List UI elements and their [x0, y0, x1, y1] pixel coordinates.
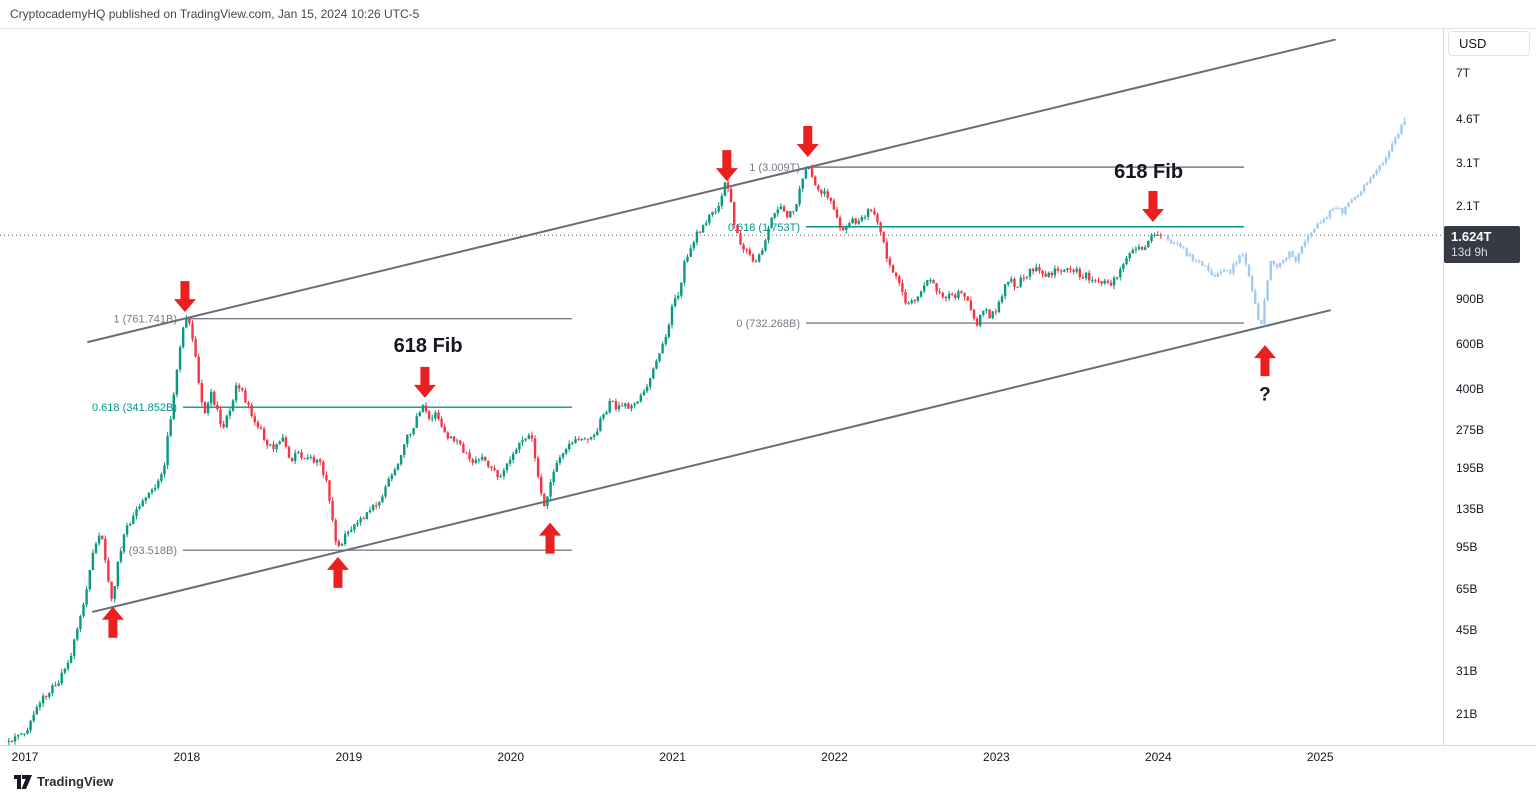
price-axis-label: 400B [1456, 381, 1485, 396]
price-axis-label: 275B [1456, 423, 1485, 438]
fib-level-label: 0.618 (341.852B) [92, 402, 177, 414]
price-axis-label: 135B [1456, 501, 1485, 516]
current-price-value: 1.624T [1451, 229, 1492, 244]
lower-channel-line[interactable] [91, 309, 1331, 613]
price-axis-label: 65B [1456, 582, 1478, 597]
time-axis-label: 2021 [659, 750, 686, 764]
candlestick-series [7, 164, 1163, 745]
upper-channel-line[interactable] [87, 38, 1336, 343]
tradingview-logo-text[interactable]: TradingView [37, 774, 114, 789]
fib-level-label: 0 (93.518B) [120, 545, 177, 557]
price-countdown: 13d 9h [1451, 245, 1488, 259]
fib-level-label: 0.618 (1.753T) [728, 222, 800, 234]
attribution: CryptocademyHQ published on TradingView.… [0, 0, 1536, 29]
fib-retracement-1[interactable]: 1 (761.741B) 0.618 (341.852B) 0 (93.518B) [92, 314, 572, 557]
text-annotation[interactable]: ? [1259, 385, 1271, 406]
price-axis-label: 21B [1456, 707, 1478, 722]
time-axis-label: 2022 [821, 750, 848, 764]
time-axis-label: 2018 [173, 750, 201, 764]
down-arrow-annotation[interactable] [715, 150, 738, 182]
down-arrow-annotation[interactable] [796, 125, 819, 157]
down-arrow-annotation[interactable] [1141, 191, 1164, 223]
tradingview-logo-icon[interactable] [14, 774, 32, 789]
text-annotation[interactable]: 618 Fib [394, 335, 463, 357]
price-axis-label: 2.1T [1456, 198, 1481, 213]
price-axis-label: 3.1T [1456, 155, 1481, 170]
footer: TradingView [0, 768, 1536, 795]
currency-button[interactable]: USD [1448, 31, 1530, 56]
price-axis-label: 195B [1456, 461, 1485, 476]
price-axis-label: 95B [1456, 540, 1478, 555]
current-price-badge: 1.624T 13d 9h [1444, 226, 1520, 263]
chart-plot[interactable]: 1 (761.741B)0.618 (341.852B)0 (93.518B)1… [0, 29, 1443, 745]
time-axis-label: 2017 [11, 750, 39, 764]
fib-level-label: 1 (761.741B) [113, 314, 177, 326]
down-arrow-annotation[interactable] [173, 281, 196, 313]
time-axis[interactable]: 2017 2018 2019 2020 2021 2022 2023 2024 2025 [0, 745, 1536, 769]
up-arrow-annotation[interactable] [101, 606, 124, 638]
price-axis-label: 600B [1456, 337, 1485, 352]
price-axis-label: 31B [1456, 664, 1478, 679]
up-arrow-annotation[interactable] [1253, 345, 1276, 377]
up-arrow-annotation[interactable] [326, 556, 349, 588]
fib-retracement-2[interactable]: 1 (3.009T) 0.618 (1.753T) 0 (732.268B) [728, 162, 1244, 330]
up-arrow-annotation[interactable] [539, 522, 562, 554]
down-arrow-annotation[interactable] [413, 366, 436, 398]
time-axis-label: 2024 [1144, 750, 1172, 764]
plot-area[interactable]: 1 (761.741B)0.618 (341.852B)0 (93.518B)1… [0, 38, 1443, 745]
fib-level-label: 0 (732.268B) [736, 318, 800, 330]
time-axis-label: 2020 [497, 750, 525, 764]
text-annotation[interactable]: 618 Fib [1114, 161, 1183, 183]
price-axis-label: 4.6T [1456, 112, 1481, 127]
price-axis-label: 900B [1456, 292, 1485, 307]
time-axis-label: 2019 [335, 750, 363, 764]
price-axis-label: 45B [1456, 622, 1478, 637]
fib-level-label: 1 (3.009T) [749, 162, 800, 174]
time-axis-label: 2025 [1306, 750, 1334, 764]
price-axis[interactable]: 7T 4.6T 3.1T 2.1T 900B 600B 400B 275B 195B 135B 95… [1443, 29, 1536, 745]
projected-candles [1166, 117, 1406, 327]
price-axis-label: 7T [1456, 65, 1471, 80]
time-axis-label: 2023 [983, 750, 1010, 764]
